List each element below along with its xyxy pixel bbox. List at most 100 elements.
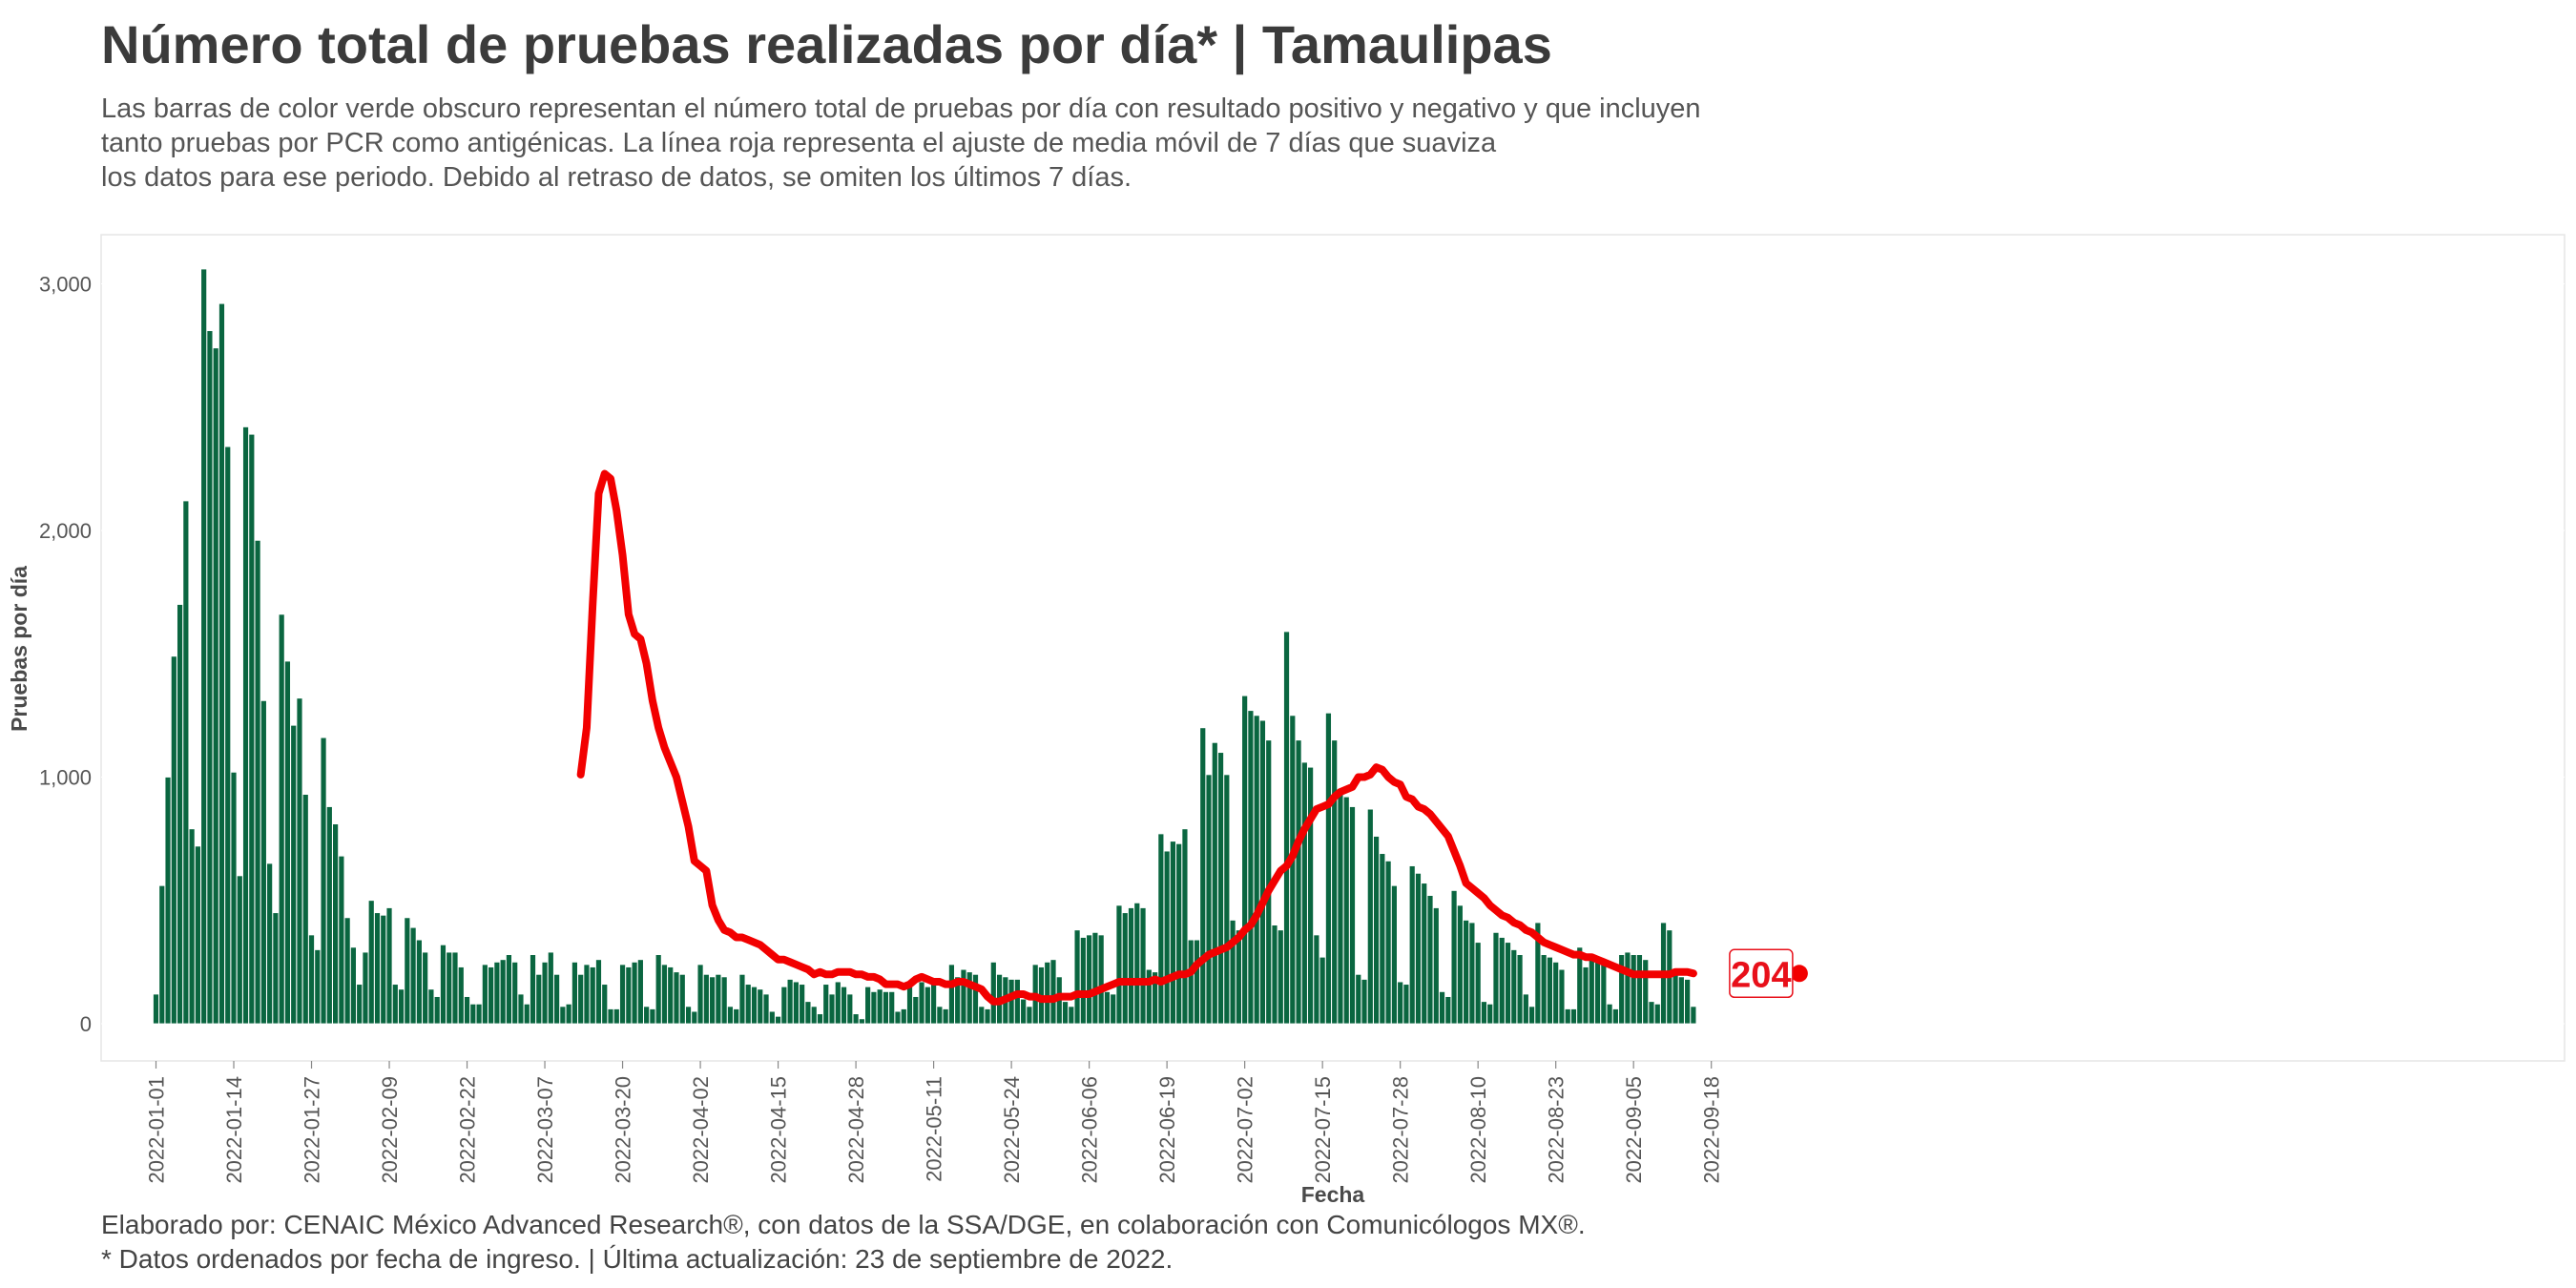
bar	[260, 699, 267, 1025]
bar	[314, 949, 322, 1025]
bar	[194, 845, 201, 1025]
bar	[1211, 741, 1218, 1025]
bar	[571, 961, 578, 1025]
bar	[1289, 715, 1297, 1025]
x-tick-label: 2022-08-23	[1545, 1076, 1568, 1184]
bar	[1540, 954, 1548, 1025]
bar	[1624, 951, 1631, 1025]
bar	[1307, 766, 1315, 1025]
bar	[464, 996, 470, 1025]
bar	[1110, 993, 1117, 1025]
x-tick-label: 2022-04-28	[844, 1076, 868, 1184]
bar	[541, 961, 549, 1025]
bar	[613, 1008, 620, 1025]
bar	[1277, 929, 1284, 1025]
bar	[1044, 961, 1051, 1025]
bar	[1325, 712, 1332, 1025]
bar	[1073, 929, 1081, 1025]
bar	[338, 855, 345, 1025]
bar	[1271, 924, 1278, 1025]
bar	[1157, 833, 1165, 1025]
bar	[1492, 931, 1500, 1025]
bar	[1049, 959, 1057, 1025]
bar	[876, 988, 883, 1025]
bar	[1013, 979, 1021, 1025]
bar	[601, 984, 609, 1025]
bar	[1229, 920, 1236, 1025]
bar	[385, 907, 393, 1025]
bar	[218, 302, 225, 1025]
bar	[1379, 853, 1386, 1025]
bar	[1026, 1006, 1033, 1025]
bar	[325, 806, 333, 1025]
bar	[511, 961, 519, 1025]
bar	[427, 988, 435, 1025]
bar	[1170, 841, 1176, 1025]
bar	[924, 986, 931, 1025]
bar	[883, 990, 889, 1025]
bar	[960, 968, 967, 1025]
bar	[828, 993, 836, 1025]
bar	[1390, 884, 1398, 1025]
bar	[906, 986, 913, 1025]
bar	[506, 954, 512, 1025]
x-tick-label: 2022-06-19	[1155, 1076, 1179, 1184]
bar	[1505, 942, 1511, 1025]
bar	[1091, 931, 1099, 1025]
bar	[888, 990, 896, 1025]
last-value-dot	[1790, 965, 1808, 983]
bar	[158, 884, 166, 1025]
bar	[380, 914, 387, 1025]
x-tick-label: 2022-06-06	[1078, 1076, 1102, 1184]
chart-caption: Elaborado por: CENAIC México Advanced Re…	[101, 1208, 1586, 1277]
bar	[1498, 937, 1506, 1025]
bar	[164, 777, 172, 1025]
bar	[1115, 904, 1123, 1025]
bar	[822, 984, 830, 1025]
bar	[1677, 976, 1685, 1025]
bar	[1642, 959, 1650, 1025]
bar	[1456, 904, 1464, 1025]
bar	[948, 964, 955, 1025]
bar	[589, 966, 596, 1025]
bar	[1474, 942, 1482, 1025]
bar	[1600, 961, 1608, 1025]
y-tick-label: 0	[80, 1012, 92, 1036]
x-tick-label: 2022-05-11	[923, 1076, 946, 1182]
bar	[362, 951, 369, 1025]
bar	[1223, 774, 1231, 1025]
bar	[230, 771, 238, 1025]
bar	[1486, 1003, 1494, 1025]
bar	[493, 961, 501, 1025]
bar	[1175, 842, 1183, 1025]
bar	[810, 1006, 818, 1025]
y-axis-title: Pruebas por día	[7, 566, 31, 732]
bar	[817, 1013, 823, 1025]
x-tick-label: 2022-01-27	[301, 1076, 324, 1184]
bar	[864, 986, 872, 1025]
bar	[751, 986, 758, 1025]
bar	[451, 951, 459, 1025]
bar	[547, 951, 554, 1025]
bar	[792, 981, 800, 1025]
bar	[744, 984, 752, 1025]
y-tick-label: 2,000	[39, 519, 92, 543]
bar	[398, 988, 405, 1025]
bar	[409, 926, 417, 1025]
bar	[727, 1006, 734, 1025]
bar	[1181, 828, 1189, 1025]
bar	[1062, 1001, 1069, 1025]
bar	[177, 604, 183, 1025]
bar	[918, 981, 925, 1025]
bar	[1594, 961, 1601, 1025]
bar	[367, 900, 375, 1025]
bar	[1384, 860, 1392, 1025]
bar	[1241, 695, 1249, 1025]
bar	[738, 973, 746, 1025]
bar	[266, 862, 274, 1025]
bar	[667, 966, 675, 1025]
bar	[1528, 1006, 1535, 1025]
bar	[1468, 922, 1476, 1025]
y-tick-label: 1,000	[39, 766, 92, 790]
x-tick-label: 2022-03-07	[533, 1076, 557, 1184]
